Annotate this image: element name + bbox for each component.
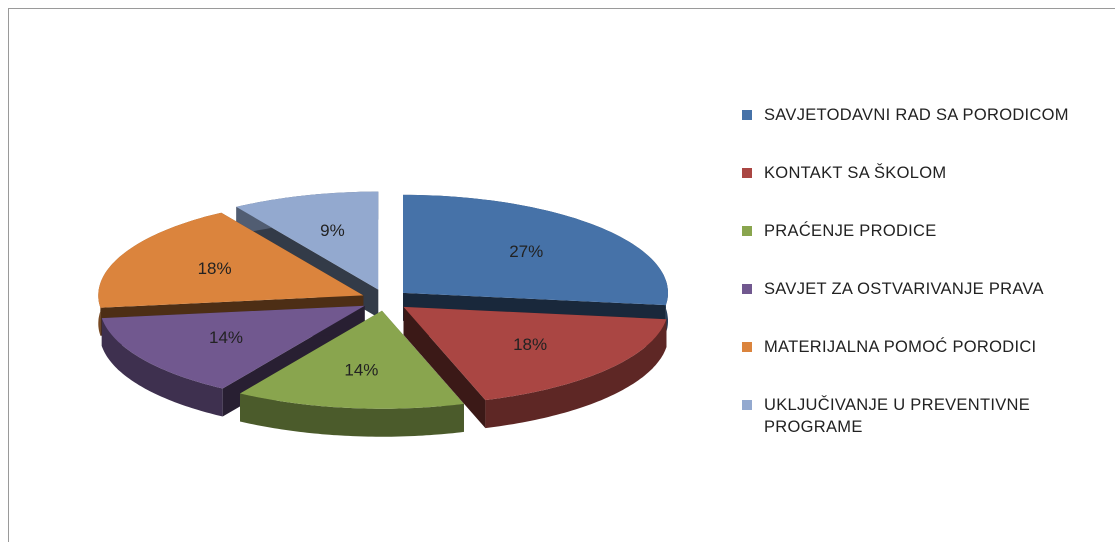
legend-item: MATERIJALNA POMOĆ PORODICI [742, 336, 1102, 394]
legend-item: KONTAKT SA ŠKOLOM [742, 162, 1102, 220]
slice-top [240, 310, 464, 409]
slice-top [236, 191, 379, 290]
slice-wall [485, 319, 667, 429]
slice-top [403, 306, 667, 401]
slice-wall [240, 393, 464, 437]
data-label: 14% [344, 360, 378, 379]
legend-label: SAVJETODAVNI RAD SA PORODICOM [764, 106, 1069, 124]
legend-label: MATERIJALNA POMOĆ PORODICI [764, 338, 1037, 356]
legend-item: UKLJUČIVANJE U PREVENTIVNE PROGRAME [742, 394, 1102, 452]
legend-label: UKLJUČIVANJE U PREVENTIVNE PROGRAME [764, 396, 1031, 436]
legend: SAVJETODAVNI RAD SA PORODICOM KONTAKT SA … [742, 104, 1102, 452]
slice: 18% [403, 306, 667, 429]
legend-swatch [742, 400, 752, 410]
legend-swatch [742, 110, 752, 120]
legend-swatch [742, 226, 752, 236]
slice-top [101, 305, 365, 389]
slice-side [403, 306, 486, 429]
legend-swatch [742, 284, 752, 294]
slice-top [403, 194, 668, 306]
data-label: 27% [509, 242, 543, 261]
slice: 9% [236, 191, 379, 318]
legend-label: SAVJET ZA OSTVARIVANJE PRAVA [764, 280, 1044, 298]
slice-top [98, 212, 364, 308]
slice: 27% [403, 194, 668, 334]
data-label: 14% [209, 328, 243, 347]
slice-wall [101, 318, 223, 417]
chart-frame [8, 8, 1115, 542]
data-label: 18% [513, 335, 547, 354]
slice: 14% [240, 310, 464, 437]
legend-label: PRAĆENJE PRODICE [764, 222, 937, 240]
legend-swatch [742, 168, 752, 178]
legend-label: KONTAKT SA ŠKOLOM [764, 164, 947, 182]
legend-item: SAVJETODAVNI RAD SA PORODICOM [742, 104, 1102, 162]
data-label: 9% [320, 221, 345, 240]
data-label: 18% [198, 259, 232, 278]
legend-item: SAVJET ZA OSTVARIVANJE PRAVA [742, 278, 1102, 336]
legend-swatch [742, 342, 752, 352]
legend-item: PRAĆENJE PRODICE [742, 220, 1102, 278]
